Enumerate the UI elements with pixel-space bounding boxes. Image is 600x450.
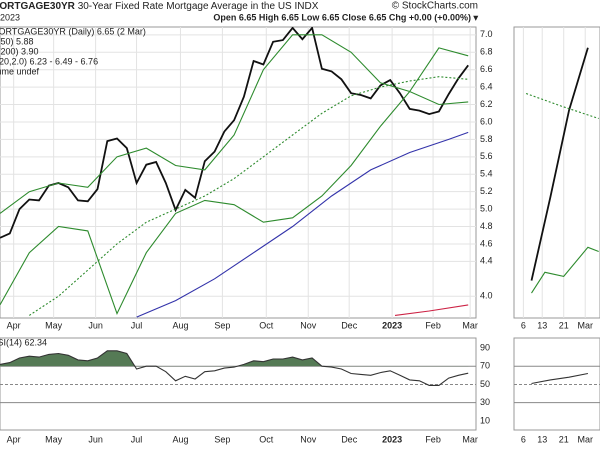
x-tick-label: Mar — [577, 320, 593, 330]
watermark: © StockCharts.com — [392, 1, 478, 12]
y-tick-label: 4.6 — [480, 238, 493, 248]
series-line — [0, 350, 469, 386]
legend-entry: RSI(14) 62.34 — [0, 337, 47, 347]
y-tick-label: 6.6 — [480, 64, 493, 74]
x-tick-label: Feb — [425, 434, 441, 444]
y-tick-label: 50 — [480, 379, 490, 389]
y-tick-label: 5.6 — [480, 151, 493, 161]
x-tick-label: Aug — [172, 320, 188, 330]
y-tick-label: 6.2 — [480, 99, 493, 109]
y-tick-label: 5.0 — [480, 203, 493, 213]
panel-frame — [0, 26, 477, 319]
plot — [0, 350, 476, 404]
x-tick-label: Jun — [88, 320, 103, 330]
legend-entry: MA(50) 5.88 — [0, 36, 34, 46]
plot — [522, 27, 599, 318]
y-tick-label: 5.2 — [480, 186, 493, 196]
plot — [0, 27, 476, 318]
series-line — [394, 304, 469, 316]
x-tick-label: Mar — [462, 434, 478, 444]
x-tick-label: Mar — [577, 434, 593, 444]
y-tick-label: 4.4 — [480, 256, 493, 266]
x-tick-label: Feb — [425, 320, 441, 330]
x-tick-label: Jun — [88, 434, 103, 444]
quote: Open 6.65 High 6.65 Low 6.65 Close 6.65 … — [213, 12, 478, 22]
y-tick-label: 6.4 — [480, 81, 493, 91]
band-upper — [0, 34, 469, 214]
legend-entry: MA(200) 3.90 — [0, 46, 39, 56]
y-tick-label: 6.8 — [480, 47, 493, 57]
legend-entry: BB(20,2.0) 6.23 - 6.49 - 6.76 — [0, 56, 98, 66]
x-tick-label: 2023 — [382, 320, 402, 330]
x-tick-label: 2023 — [382, 434, 402, 444]
x-tick-label: Dec — [341, 320, 358, 330]
y-tick-label: 4.8 — [480, 221, 493, 231]
y-tick-label: 6.0 — [480, 116, 493, 126]
symbol: MORTGAGE30YR — [0, 1, 76, 12]
panel-frame — [513, 26, 600, 319]
x-tick-label: Sep — [214, 320, 230, 330]
series-line — [136, 131, 469, 318]
x-tick-label: Apr — [7, 320, 21, 330]
series-line — [531, 372, 589, 385]
x-tick-label: 6 — [521, 434, 526, 444]
description: 30-Year Fixed Rate Mortgage Average in t… — [78, 1, 292, 12]
legend-entry: Volume undef — [0, 66, 40, 76]
x-tick-label: 13 — [537, 434, 547, 444]
x-tick-label: Oct — [259, 434, 274, 444]
exchange: INDX — [295, 1, 319, 12]
y-tick-label: 5.8 — [480, 134, 493, 144]
series-line — [0, 27, 469, 239]
band-middle — [28, 76, 469, 316]
x-tick-label: Dec — [341, 434, 358, 444]
band-lower — [0, 90, 469, 316]
x-tick-label: Jul — [131, 320, 143, 330]
legend-entry: MORTGAGE30YR (Daily) 6.65 (2 Mar) — [0, 26, 146, 36]
x-tick-label: 6 — [521, 320, 526, 330]
x-tick-label: Aug — [172, 434, 188, 444]
x-tick-label: Nov — [300, 434, 317, 444]
band-middle — [525, 92, 599, 120]
x-tick-label: Nov — [300, 320, 317, 330]
x-tick-label: Apr — [7, 434, 21, 444]
x-tick-label: May — [45, 434, 63, 444]
series-line — [531, 246, 599, 294]
y-tick-label: 5.4 — [480, 169, 493, 179]
y-tick-label: 4.0 — [480, 291, 493, 301]
overbought-fill — [0, 350, 323, 367]
header-line: MORTGAGE30YR 30-Year Fixed Rate Mortgage… — [0, 1, 319, 12]
y-tick-label: 30 — [480, 397, 490, 407]
y-tick-label: 90 — [480, 342, 490, 352]
x-tick-label: Sep — [214, 434, 230, 444]
y-tick-label: 10 — [480, 415, 490, 425]
x-tick-label: 21 — [559, 320, 569, 330]
plot — [514, 365, 600, 404]
y-tick-label: 7.0 — [480, 29, 493, 39]
x-tick-label: Mar — [462, 320, 478, 330]
y-tick-label: 70 — [480, 361, 490, 371]
date-line: 2023 — [0, 12, 20, 22]
x-tick-label: Jul — [131, 434, 143, 444]
x-tick-label: 13 — [537, 320, 547, 330]
x-tick-label: Oct — [259, 320, 274, 330]
x-tick-label: 21 — [559, 434, 569, 444]
x-tick-label: May — [45, 320, 63, 330]
series-line — [530, 47, 589, 281]
